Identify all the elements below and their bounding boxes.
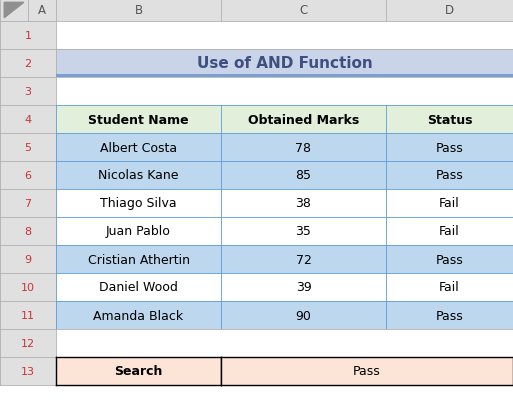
Text: Fail: Fail <box>439 281 460 294</box>
Text: 90: 90 <box>295 309 311 322</box>
Text: Pass: Pass <box>436 253 463 266</box>
Text: Pass: Pass <box>353 365 381 378</box>
Text: 1: 1 <box>25 31 31 41</box>
Text: 13: 13 <box>21 366 35 376</box>
Text: Amanda Black: Amanda Black <box>93 309 184 322</box>
Text: Pass: Pass <box>436 309 463 322</box>
Text: 7: 7 <box>25 198 32 209</box>
Text: Pass: Pass <box>436 169 463 182</box>
Text: D: D <box>445 4 454 18</box>
Text: A: A <box>38 4 46 18</box>
Text: 5: 5 <box>25 143 31 153</box>
Text: 8: 8 <box>25 227 32 237</box>
Text: 38: 38 <box>295 197 311 210</box>
Text: 2: 2 <box>25 59 32 69</box>
Text: 72: 72 <box>295 253 311 266</box>
Text: 10: 10 <box>21 282 35 292</box>
Text: Student Name: Student Name <box>88 113 189 126</box>
Text: 35: 35 <box>295 225 311 238</box>
Text: 6: 6 <box>25 170 31 180</box>
Text: 11: 11 <box>21 310 35 320</box>
Text: Obtained Marks: Obtained Marks <box>248 113 359 126</box>
Text: Albert Costa: Albert Costa <box>100 141 177 154</box>
Text: 12: 12 <box>21 338 35 348</box>
Text: Nicolas Kane: Nicolas Kane <box>98 169 179 182</box>
Text: Juan Pablo: Juan Pablo <box>106 225 171 238</box>
Text: Pass: Pass <box>436 141 463 154</box>
Text: Thiago Silva: Thiago Silva <box>100 197 177 210</box>
Text: B: B <box>134 4 143 18</box>
Text: Status: Status <box>427 113 472 126</box>
Text: C: C <box>300 4 308 18</box>
Text: Use of AND Function: Use of AND Function <box>196 57 372 71</box>
Text: Search: Search <box>114 365 163 378</box>
Text: 78: 78 <box>295 141 311 154</box>
Text: 9: 9 <box>25 254 32 264</box>
Polygon shape <box>4 3 24 19</box>
Text: Daniel Wood: Daniel Wood <box>99 281 178 294</box>
Text: 4: 4 <box>25 115 32 125</box>
Text: Fail: Fail <box>439 197 460 210</box>
Text: 39: 39 <box>295 281 311 294</box>
Text: 85: 85 <box>295 169 311 182</box>
Text: Fail: Fail <box>439 225 460 238</box>
Text: Cristian Athertin: Cristian Athertin <box>88 253 189 266</box>
Text: 3: 3 <box>25 87 31 97</box>
